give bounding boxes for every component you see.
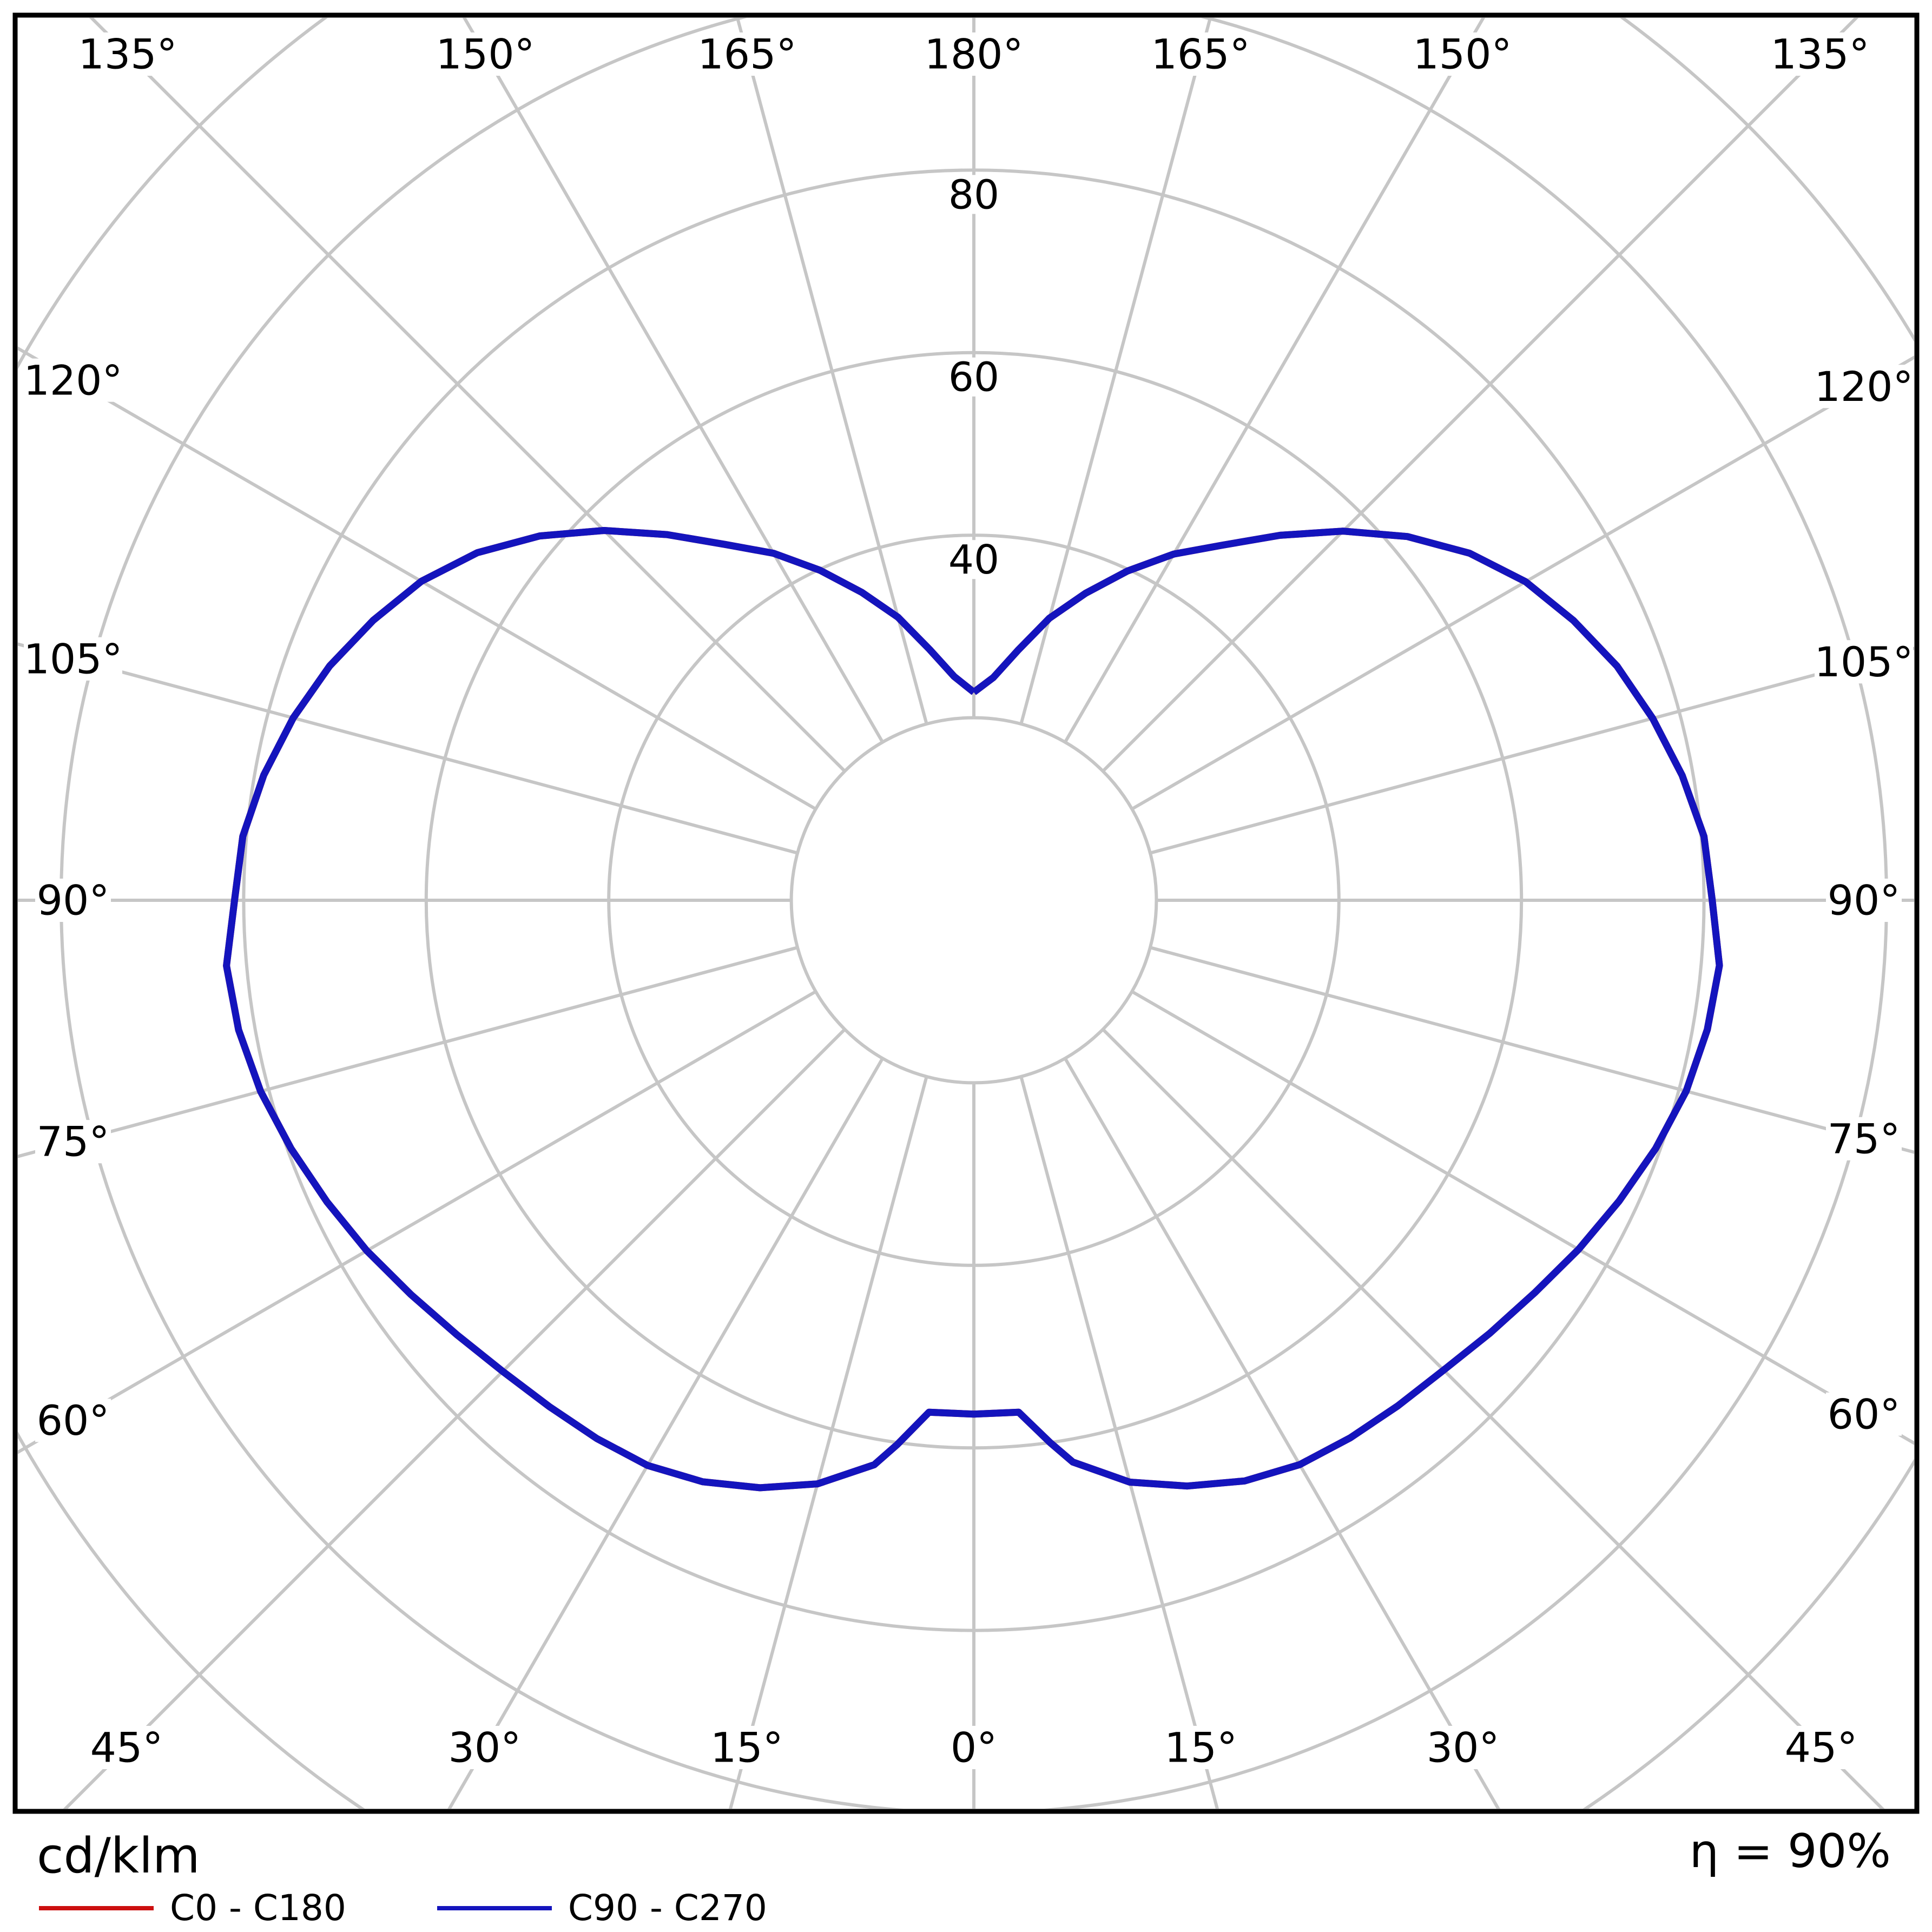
angle-label: 75° bbox=[37, 1118, 110, 1166]
angle-label-bg bbox=[1783, 1726, 1859, 1769]
angle-label: 45° bbox=[1785, 1724, 1858, 1772]
angle-label-bg bbox=[89, 1726, 164, 1769]
angle-label-bg bbox=[446, 1726, 523, 1769]
angle-label-bg bbox=[709, 1726, 785, 1769]
angle-gridline bbox=[1102, 18, 1859, 773]
angle-label-bg bbox=[35, 1120, 111, 1164]
angle-label: 165° bbox=[1151, 30, 1250, 78]
radial-tick-bg bbox=[946, 175, 1001, 214]
angle-label: 120° bbox=[23, 356, 122, 404]
angle-gridline bbox=[1150, 647, 1914, 855]
angle-label-bg bbox=[1826, 1392, 1902, 1436]
angle-gridline bbox=[462, 18, 884, 743]
angle-label: 45° bbox=[90, 1724, 163, 1772]
radial-tick-labels: 40 60 80 bbox=[946, 172, 1001, 583]
angle-label: 0° bbox=[951, 1724, 997, 1772]
angle-label: 105° bbox=[23, 635, 122, 683]
angle-label: 150° bbox=[1413, 30, 1512, 78]
angle-label-bg bbox=[947, 1726, 1000, 1769]
plot-border bbox=[12, 12, 1920, 1814]
angle-label-bg bbox=[35, 879, 111, 922]
angle-label: 180° bbox=[924, 30, 1023, 78]
angle-label-bg bbox=[35, 1399, 111, 1442]
angle-gridline bbox=[18, 346, 817, 810]
legend-label-c0-c180: C0 - C180 bbox=[170, 1887, 346, 1929]
angle-label: 15° bbox=[1164, 1724, 1237, 1772]
angle-label-bg bbox=[1163, 1726, 1239, 1769]
angle-label: 60° bbox=[1828, 1390, 1901, 1438]
angle-gridline bbox=[18, 990, 817, 1454]
angle-gridline bbox=[18, 946, 798, 1158]
radial-tick-bg bbox=[946, 540, 1001, 579]
angle-gridline bbox=[89, 18, 846, 773]
angle-label: 60° bbox=[37, 1396, 110, 1445]
angle-gridline bbox=[1019, 18, 1212, 724]
angle-gridline bbox=[1131, 355, 1914, 810]
angle-label: 135° bbox=[78, 30, 177, 78]
angle-gridline bbox=[18, 642, 798, 855]
radial-tick-bg bbox=[946, 357, 1001, 397]
angle-label-bg bbox=[697, 32, 796, 76]
radial-tick-label: 80 bbox=[948, 172, 999, 218]
angle-label: 30° bbox=[449, 1724, 522, 1772]
angle-label: 135° bbox=[1770, 30, 1869, 78]
angle-gridline bbox=[735, 18, 928, 724]
angle-label-bg bbox=[24, 358, 122, 402]
angle-label-bg bbox=[1815, 640, 1913, 684]
radial-tick-label: 60 bbox=[948, 354, 999, 401]
angle-label: 15° bbox=[710, 1724, 783, 1772]
curve-c90-c270 bbox=[223, 527, 1723, 1492]
angle-label-bg bbox=[436, 32, 535, 76]
angle-label: 120° bbox=[1814, 362, 1913, 411]
legend-line-c0-c180 bbox=[39, 1905, 154, 1910]
angle-label: 90° bbox=[1828, 876, 1901, 925]
angle-label-bg bbox=[1413, 32, 1512, 76]
angle-gridline bbox=[1150, 946, 1914, 1154]
angle-gridline bbox=[447, 1057, 884, 1809]
legend: C0 - C180 C90 - C270 bbox=[39, 1887, 858, 1929]
angle-labels: 165° 150° 135° 120° 105° 90° 75° 60° 45° 30° 15° 0°… bbox=[23, 30, 1913, 1772]
angle-gridline bbox=[1064, 18, 1486, 743]
angle-label: 30° bbox=[1427, 1724, 1500, 1772]
angle-label-bg bbox=[78, 32, 177, 76]
angle-label-bg bbox=[925, 32, 1023, 76]
angle-label: 90° bbox=[37, 876, 110, 925]
legend-line-c90-c270 bbox=[437, 1905, 552, 1910]
angle-gridline bbox=[1019, 1076, 1219, 1809]
angle-gridline bbox=[1064, 1057, 1500, 1809]
angle-label: 165° bbox=[697, 30, 796, 78]
angle-label-bg bbox=[24, 637, 122, 681]
radial-gridline bbox=[789, 716, 1158, 1085]
angle-label: 75° bbox=[1828, 1115, 1901, 1163]
angle-label-bg bbox=[1771, 32, 1869, 76]
radial-tick-label: 40 bbox=[948, 537, 999, 583]
angle-gridline bbox=[1131, 990, 1914, 1445]
angle-label-bg bbox=[1826, 1117, 1902, 1160]
legend-label-c90-c270: C90 - C270 bbox=[568, 1887, 767, 1929]
units-label: cd/klm bbox=[37, 1828, 200, 1884]
angle-label-bg bbox=[1151, 32, 1250, 76]
angle-label: 105° bbox=[1814, 638, 1913, 686]
angle-label: 150° bbox=[436, 30, 535, 78]
angle-gridline bbox=[729, 1076, 928, 1809]
angle-label-bg bbox=[1826, 879, 1902, 922]
efficiency-label: η = 90% bbox=[1689, 1824, 1891, 1878]
angle-label-bg bbox=[1815, 365, 1913, 408]
angle-label-bg bbox=[1425, 1726, 1501, 1769]
